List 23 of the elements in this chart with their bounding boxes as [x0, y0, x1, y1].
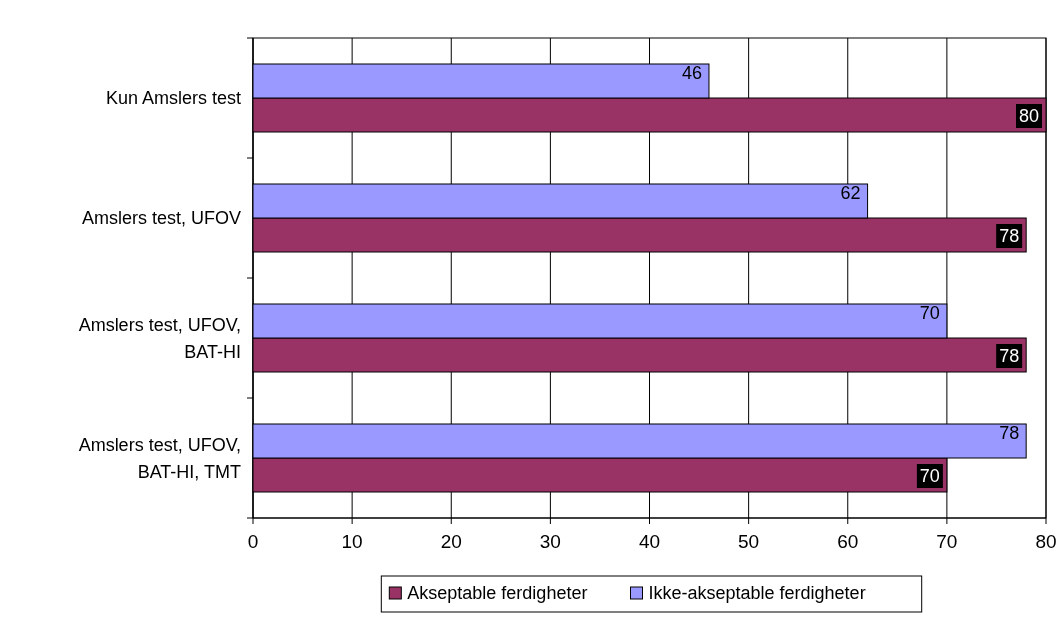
legend-label: Ikke-akseptable ferdigheter	[648, 583, 866, 603]
x-tick-label: 70	[936, 531, 958, 552]
x-tick-label: 80	[1035, 531, 1057, 552]
x-tick-label: 40	[638, 531, 661, 552]
y-tick-label: Amslers test, UFOV	[81, 208, 241, 228]
legend-label: Akseptable ferdigheter	[407, 583, 588, 603]
data-label: 46	[681, 63, 702, 83]
x-tick-label: 20	[440, 531, 462, 552]
y-tick-label: Amslers test, UFOV, BAT-HI, TMT	[78, 435, 241, 482]
data-label: 80	[1018, 106, 1040, 126]
x-tick-label: 60	[837, 531, 859, 552]
data-label: 62	[840, 183, 861, 203]
data-label: 70	[919, 466, 940, 486]
x-tick-label: 0	[247, 531, 259, 552]
x-tick-label: 30	[539, 531, 561, 552]
y-tick-label: Amslers test, UFOV, BAT-HI	[78, 315, 241, 362]
y-tick-label: Kun Amslers test	[105, 88, 241, 108]
data-label: 78	[999, 346, 1020, 366]
data-label: 70	[919, 303, 940, 323]
data-label: 78	[999, 423, 1020, 443]
data-label: 78	[999, 226, 1020, 246]
x-tick-label: 10	[341, 531, 363, 552]
x-tick-label: 50	[738, 531, 760, 552]
